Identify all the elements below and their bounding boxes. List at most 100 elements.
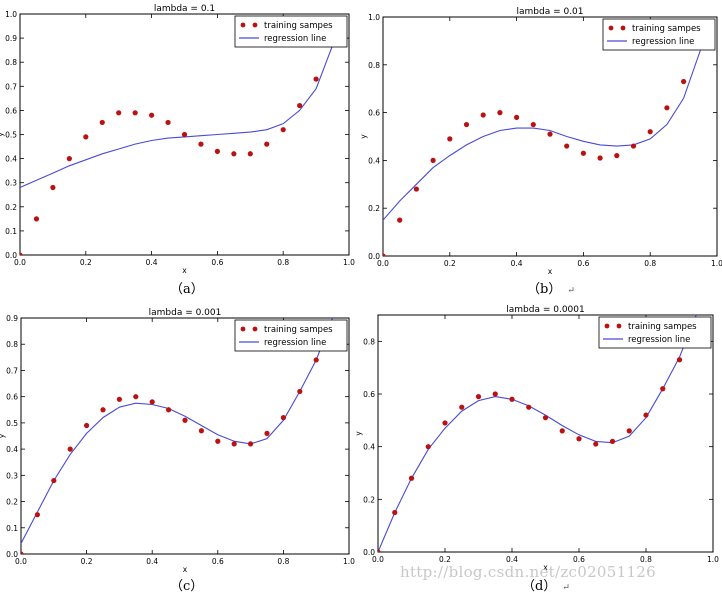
y-tick-label: 0.7 — [5, 82, 17, 91]
return-mark: ↵ — [567, 286, 575, 296]
training-sample-point — [526, 404, 532, 410]
legend-label-line: regression line — [632, 37, 694, 47]
training-sample-point — [248, 441, 254, 447]
training-sample-point — [408, 475, 415, 481]
training-sample-point — [576, 436, 582, 442]
x-axis-label: x — [183, 565, 188, 574]
training-sample-point — [116, 110, 122, 116]
training-sample-point — [597, 155, 603, 161]
training-sample-point — [425, 444, 431, 450]
training-sample-point — [664, 105, 670, 111]
y-tick-label: 0.4 — [363, 443, 375, 452]
x-axis-label: x — [543, 563, 548, 572]
legend-label-samples: training sampes — [628, 322, 697, 332]
training-sample-point — [231, 441, 237, 447]
training-sample-point — [100, 407, 106, 413]
y-tick-label: 0.1 — [6, 524, 18, 533]
training-sample-point — [166, 407, 172, 413]
y-tick-label: 0.0 — [5, 251, 17, 260]
training-sample-point — [480, 112, 486, 118]
training-sample-point — [630, 143, 637, 149]
x-tick-label: 0.4 — [506, 555, 518, 564]
training-sample-point — [33, 216, 40, 222]
y-tick-label: 0.0 — [363, 548, 375, 557]
training-sample-point — [264, 430, 270, 436]
legend-label-samples: training sampes — [264, 325, 333, 335]
x-tick-label: 0.0 — [377, 259, 389, 268]
x-tick-label: 1.0 — [343, 258, 355, 267]
x-tick-label: 0.2 — [81, 557, 93, 566]
training-sample-point — [99, 119, 105, 126]
y-axis-label: y — [354, 431, 363, 436]
training-sample-point — [442, 420, 448, 426]
watermark: http://blog.csdn.net/zc02051126 — [400, 563, 656, 581]
training-sample-point — [313, 76, 319, 82]
x-tick-label: 0.0 — [15, 557, 27, 566]
training-sample-point — [397, 217, 403, 223]
x-tick-label: 0.8 — [640, 555, 652, 564]
training-sample-point — [198, 141, 204, 147]
training-sample-point — [20, 252, 23, 255]
y-tick-label: 0.5 — [6, 419, 18, 428]
y-tick-label: 0.9 — [6, 314, 18, 323]
training-sample-point — [280, 127, 286, 133]
chart-panel-1: lambda = 0.1 0.0 0.2 0.4 0.6 0.8 1.0 0.0 0.1 0.2 0… — [0, 4, 355, 275]
training-sample-point — [609, 438, 616, 444]
y-tick-label: 0.8 — [368, 61, 380, 70]
training-sample-point — [564, 143, 570, 149]
y-tick-label: 1.0 — [368, 13, 380, 22]
legend-sample-marker — [620, 25, 626, 31]
y-tick-label: 0.3 — [5, 179, 17, 188]
caption-b: （b） ↵ — [527, 282, 575, 297]
training-sample-point — [559, 428, 565, 434]
y-tick-label: 0.8 — [363, 337, 375, 346]
training-sample-point — [21, 551, 24, 554]
plot-frame — [20, 317, 350, 555]
x-tick-label: 1.0 — [711, 259, 722, 268]
training-sample-point — [149, 399, 155, 405]
chart-panel-3: lambda = 0.001 0.0 0.2 0.4 0.6 0.8 1.0 0.0 0.1 0.… — [0, 308, 355, 574]
training-sample-point — [413, 186, 419, 192]
regression-line — [20, 45, 334, 189]
regression-line — [21, 318, 334, 544]
x-tick-label: 0.4 — [146, 557, 158, 566]
x-axis-label: x — [182, 266, 187, 275]
x-tick-label: 0.8 — [644, 259, 656, 268]
x-tick-label: 1.0 — [707, 555, 719, 564]
x-tick-label: 0.0 — [14, 258, 26, 267]
legend-label-samples: training sampes — [264, 21, 333, 31]
x-axis-label: x — [548, 267, 553, 276]
training-sample-point — [676, 357, 683, 363]
training-sample-point — [247, 151, 253, 157]
y-tick-label: 1.0 — [5, 10, 17, 19]
y-tick-label: 0.4 — [368, 156, 380, 165]
regression-line — [383, 50, 701, 221]
training-sample-point — [492, 391, 498, 397]
training-sample-point — [66, 156, 72, 162]
y-axis-label: y — [0, 132, 5, 137]
y-tick-label: 0.1 — [5, 227, 17, 236]
y-tick-label: 0.2 — [5, 203, 17, 212]
legend-sample-marker — [252, 22, 258, 28]
y-tick-label: 0.6 — [6, 393, 18, 402]
y-tick-label: 0.3 — [6, 471, 18, 480]
x-tick-label: 0.6 — [212, 557, 224, 566]
y-axis-label: y — [0, 433, 6, 438]
x-tick-label: 0.8 — [277, 557, 289, 566]
chart-title: lambda = 0.01 — [516, 7, 583, 17]
legend-sample-marker — [616, 323, 622, 329]
training-sample-point — [214, 148, 220, 154]
training-sample-point — [84, 422, 90, 429]
training-sample-point — [383, 253, 386, 256]
training-sample-point — [514, 114, 520, 120]
training-sample-point — [133, 394, 139, 400]
training-sample-point — [463, 121, 470, 128]
y-axis-label: y — [359, 134, 368, 139]
x-tick-label: 0.6 — [573, 555, 585, 564]
training-sample-point — [660, 386, 666, 392]
training-sample-point — [181, 131, 188, 138]
legend-box — [234, 15, 348, 48]
chart-panel-2: lambda = 0.01 0.0 0.2 0.4 0.6 0.8 1.0 0.0 0.2 0.4… — [359, 7, 722, 276]
y-tick-label: 0.6 — [5, 106, 17, 115]
